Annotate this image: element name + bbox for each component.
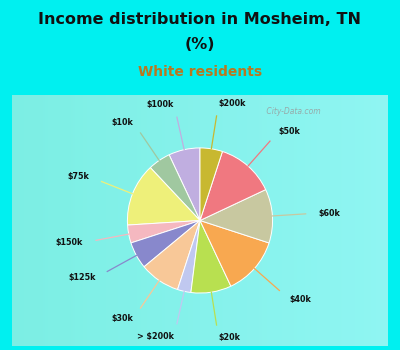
Wedge shape (200, 190, 272, 243)
Text: $75k: $75k (68, 172, 90, 181)
Wedge shape (191, 220, 231, 293)
Wedge shape (178, 220, 200, 293)
Text: Income distribution in Mosheim, TN: Income distribution in Mosheim, TN (38, 12, 362, 27)
Wedge shape (150, 155, 200, 220)
Text: White residents: White residents (138, 65, 262, 79)
Text: $50k: $50k (279, 127, 300, 136)
Wedge shape (200, 148, 222, 220)
Text: $150k: $150k (56, 238, 83, 247)
Wedge shape (200, 220, 269, 286)
Wedge shape (128, 168, 200, 225)
Text: $40k: $40k (289, 295, 311, 304)
Text: $125k: $125k (68, 273, 96, 282)
Text: $30k: $30k (111, 314, 133, 323)
Text: $20k: $20k (219, 334, 241, 343)
Wedge shape (144, 220, 200, 289)
Text: $10k: $10k (111, 118, 133, 127)
Wedge shape (128, 220, 200, 243)
Text: > $200k: > $200k (137, 332, 174, 341)
Text: $200k: $200k (219, 98, 246, 107)
Wedge shape (200, 152, 266, 220)
Text: (%): (%) (185, 37, 215, 52)
Text: $60k: $60k (319, 209, 340, 218)
Wedge shape (131, 220, 200, 267)
Text: $100k: $100k (147, 100, 174, 109)
Wedge shape (169, 148, 200, 220)
Text: City-Data.com: City-Data.com (264, 107, 321, 116)
